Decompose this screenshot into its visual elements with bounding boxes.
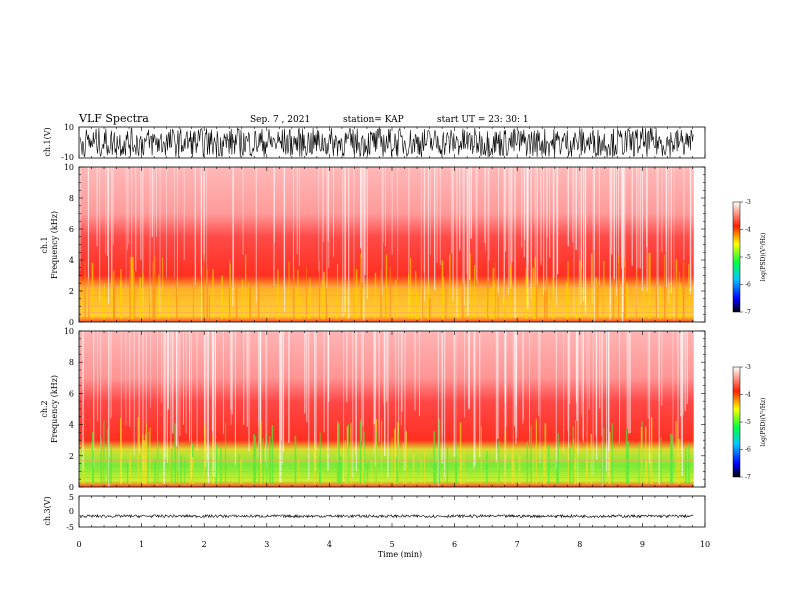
freq-tick-label: 10 [64, 327, 74, 336]
time-tick-label: 2 [202, 540, 207, 549]
ch1-spectrogram-streaks [79, 167, 705, 322]
ch1-waveform-trace [79, 127, 694, 158]
time-tick-label: 7 [515, 540, 520, 549]
time-tick-label: 1 [139, 540, 144, 549]
ch3-waveform-ylabel: ch.3(V) [43, 496, 52, 525]
colorbar-tick-label: -5 [745, 254, 751, 261]
ch3-waveform-frame [78, 495, 706, 528]
freq-tick-label: 6 [69, 389, 74, 398]
ch3-waveform-panel: 5 0 -5 ch.3(V) [43, 493, 706, 532]
ch1-ytick-bottom: -10 [61, 153, 74, 162]
ch3-ytick-mid: 0 [69, 507, 74, 516]
time-tick-label: 10 [700, 540, 710, 549]
time-axis-ticks: 0 1 2 3 4 5 6 7 8 9 10 [76, 127, 710, 549]
ch2-colorbar-label: log(PSD)(V²/Hz) [760, 398, 767, 447]
time-tick-label: 9 [640, 540, 645, 549]
ch3-ytick-top: 5 [69, 493, 74, 502]
ch2-freq-ylabel-1: ch.2 [40, 400, 49, 417]
station-label: station= KAP [343, 115, 404, 125]
ch2-colorbar-gradient [732, 366, 741, 478]
ch1-colorbar: -3 -4 -5 -6 -7 log(PSD)(V²/Hz) [732, 199, 767, 316]
colorbar-tick-label: -5 [745, 419, 751, 426]
colorbar-tick-label: -7 [745, 309, 751, 316]
freq-tick-label: 6 [69, 225, 74, 234]
colorbar-tick-label: -4 [745, 392, 751, 399]
ch1-waveform-ylabel: ch.1(V) [43, 127, 52, 156]
freq-tick-label: 10 [64, 163, 74, 172]
freq-tick-label: 0 [69, 483, 74, 492]
freq-tick-label: 0 [69, 318, 74, 327]
ch1-freq-ylabel-1: ch.1 [40, 236, 49, 253]
start-time-label: start UT = 23: 30: 1 [437, 115, 529, 125]
ch1-colorbar-ticks: -3 -4 -5 -6 -7 [740, 199, 751, 316]
colorbar-tick-label: -3 [745, 364, 751, 371]
time-tick-label: 5 [389, 540, 394, 549]
freq-tick-label: 4 [69, 421, 74, 430]
time-axis-label: Time (min) [378, 550, 422, 559]
ch1-waveform-panel: 10 -10 ch.1(V) [43, 123, 706, 162]
ch2-freq-ticks: 0 2 4 6 8 10 [64, 327, 705, 492]
ch1-colorbar-gradient [732, 201, 741, 313]
freq-tick-label: 8 [69, 194, 74, 203]
ch3-ytick-bottom: -5 [66, 523, 74, 532]
ch2-spectrogram-streaks [79, 331, 705, 487]
ch3-waveform-trace [79, 513, 694, 519]
ch1-freq-ylabel-2: Frequency (kHz) [50, 211, 59, 279]
time-tick-label: 3 [264, 540, 269, 549]
freq-tick-label: 8 [69, 358, 74, 367]
ch2-spectrogram-panel: 0 2 4 6 8 10 ch.2 Frequency (kHz) -3 -4 -5 -6 -7 … [40, 327, 767, 492]
ch2-freq-ylabel-2: Frequency (kHz) [50, 375, 59, 443]
freq-tick-label: 2 [69, 452, 74, 461]
ch1-spectrogram-panel: 0 2 4 6 8 10 ch.1 Frequency (kHz) -3 -4 -5 -6 -7 … [40, 163, 767, 327]
figure-title: VLF Spectra [78, 112, 149, 125]
time-tick-label: 6 [452, 540, 457, 549]
time-tick-label: 8 [577, 540, 582, 549]
date-label: Sep. 7 , 2021 [250, 115, 310, 125]
colorbar-tick-label: -4 [745, 227, 751, 234]
colorbar-tick-label: -6 [745, 282, 751, 289]
ch2-colorbar: -3 -4 -5 -6 -7 log(PSD)(V²/Hz) [732, 364, 767, 481]
ch1-ytick-top: 10 [64, 123, 74, 132]
ch1-colorbar-label: log(PSD)(V²/Hz) [760, 233, 767, 282]
colorbar-tick-label: -7 [745, 474, 751, 481]
colorbar-tick-label: -3 [745, 199, 751, 206]
time-tick-label: 0 [76, 540, 81, 549]
time-tick-label: 4 [327, 540, 332, 549]
freq-tick-label: 4 [69, 256, 74, 265]
freq-tick-label: 2 [69, 287, 74, 296]
ch1-freq-ticks: 0 2 4 6 8 10 [64, 163, 705, 327]
ch2-colorbar-ticks: -3 -4 -5 -6 -7 [740, 364, 751, 481]
colorbar-tick-label: -6 [745, 447, 751, 454]
